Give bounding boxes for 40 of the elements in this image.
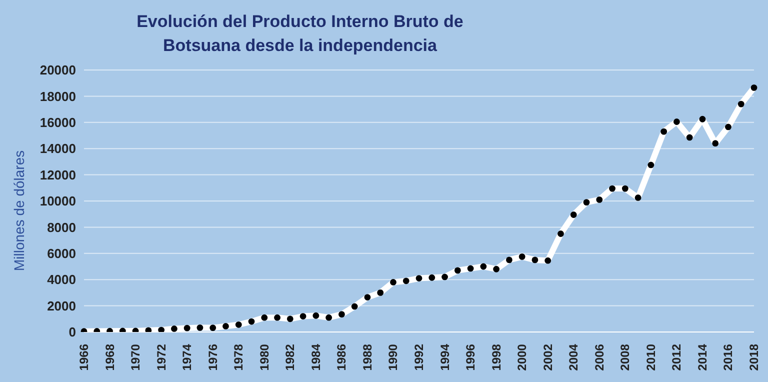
x-tick-label: 1984	[308, 344, 323, 371]
x-tick-label: 2018	[747, 344, 761, 371]
y-tick-label: 0	[68, 324, 76, 340]
x-tick-label: 2014	[695, 344, 710, 371]
x-tick-label: 1986	[334, 344, 349, 371]
x-tick-label: 1966	[77, 344, 91, 371]
x-tick-label: 1992	[412, 344, 426, 371]
y-tick-label: 10000	[40, 194, 76, 209]
x-tick-label: 1998	[489, 344, 504, 371]
x-tick-label: 1976	[206, 344, 220, 371]
x-tick-label: 2000	[515, 344, 530, 371]
x-tick-label: 1994	[438, 344, 452, 371]
x-tick-label: 1980	[257, 344, 272, 371]
y-tick-label: 18000	[40, 88, 76, 104]
y-axis-title: Millones de dólares	[10, 150, 27, 271]
y-tick-label: 16000	[40, 115, 76, 130]
x-tick-label: 2006	[592, 344, 606, 371]
y-tick-label: 20000	[40, 62, 76, 78]
x-tick-label: 2016	[721, 344, 736, 371]
x-tick-label: 2004	[566, 344, 581, 371]
y-tick-label: 12000	[40, 167, 76, 182]
x-tick-label: 2002	[540, 344, 555, 371]
y-tick-label: 8000	[47, 220, 76, 235]
x-tick-label: 1982	[283, 344, 298, 371]
y-tick-label: 4000	[47, 272, 76, 288]
chart-title: Evolución del Producto Interno Bruto de Botsuana desde la independencia	[136, 11, 464, 57]
x-tick-label: 1990	[386, 344, 400, 371]
y-tick-label: 6000	[47, 246, 76, 262]
y-tick-label: 14000	[40, 141, 76, 156]
y-tick-label: 2000	[47, 298, 76, 314]
x-tick-label: 1970	[128, 344, 143, 371]
x-tick-label: 1972	[154, 344, 168, 371]
x-tick-label: 2010	[644, 344, 658, 371]
x-tick-label: 1996	[464, 344, 478, 371]
x-tick-label: 1968	[102, 344, 117, 371]
x-tick-label: 1978	[232, 344, 246, 371]
x-tick-label: 1974	[180, 344, 194, 371]
x-tick-label: 1988	[360, 344, 374, 371]
x-tick-label: 2008	[618, 344, 632, 371]
x-tick-label: 2012	[670, 344, 684, 371]
